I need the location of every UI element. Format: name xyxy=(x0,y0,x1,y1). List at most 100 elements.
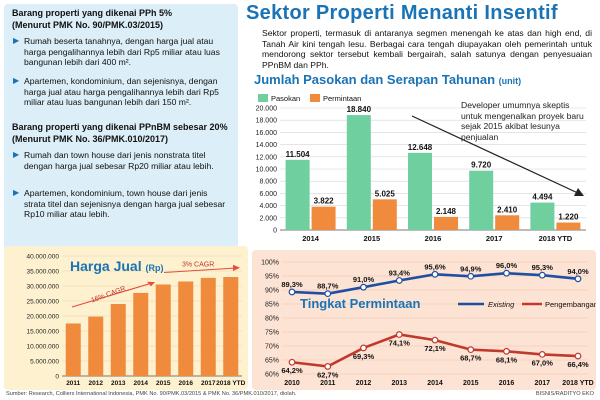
price-y-tick-label: 30.000.000 xyxy=(26,284,59,291)
demand-x-tick-label: 2014 xyxy=(427,380,443,387)
price-bar xyxy=(155,284,171,376)
demand-x-tick-label: 2016 xyxy=(499,380,515,387)
supply-bar xyxy=(530,202,555,230)
demand-data-label: 64,2% xyxy=(281,366,303,375)
trend-arrow-line xyxy=(411,115,581,195)
supply-y-tick-label: 16.000 xyxy=(256,130,278,137)
existing-point xyxy=(288,288,296,296)
intro-text: Sektor properti, termasuk di antaranya s… xyxy=(262,28,592,70)
supply-y-tick-label: 10.000 xyxy=(256,167,278,174)
price-y-tick-label: 20.000.000 xyxy=(26,314,59,321)
demand-x-tick-label: 2018 YTD xyxy=(562,380,593,387)
cagr-arrow-line xyxy=(163,267,237,274)
demand-data-label: 94,9% xyxy=(460,264,482,273)
demand-y-tick-label: 85% xyxy=(265,302,279,309)
price-bar xyxy=(88,316,104,376)
supply-chart-title: Jumlah Pasokan dan Serapan Tahunan (unit… xyxy=(254,72,522,87)
pengembangan-point xyxy=(324,363,332,370)
demand-data-label: 67,0% xyxy=(532,358,554,367)
supply-y-tick-label: 12.000 xyxy=(256,154,278,161)
demand-y-tick-label: 95% xyxy=(265,274,279,281)
demand-data-label: 91,0% xyxy=(353,275,375,284)
supply-y-tick-label: 6.000 xyxy=(259,191,277,198)
page-title: Sektor Properti Menanti Insentif xyxy=(246,2,558,24)
cagr-arrow-line xyxy=(71,282,153,308)
price-x-tick-label: 2011 xyxy=(66,380,80,387)
cagr-annotation: 3% CAGR xyxy=(182,262,214,269)
demand-bar xyxy=(311,206,336,230)
demand-bar xyxy=(556,222,581,230)
price-chart-unit: (Rp) xyxy=(145,263,164,273)
legend-label-permintaan: Permintaan xyxy=(323,94,361,103)
demand-y-tick-label: 100% xyxy=(261,260,279,267)
existing-point xyxy=(574,275,582,283)
legend-label-pengembangan: Pengembangan xyxy=(545,300,596,309)
price-y-tick-label: 0 xyxy=(55,374,59,381)
supply-chart-unit: (unit) xyxy=(498,76,522,86)
supply-y-tick-label: 0 xyxy=(273,228,277,235)
supply-y-tick-label: 2.000 xyxy=(259,215,277,222)
bullet-arrow-icon: ▶ xyxy=(13,150,20,159)
legend-label-pasokan: Pasokan xyxy=(271,94,300,103)
existing-point xyxy=(360,283,367,291)
demand-bar xyxy=(495,215,520,230)
supply-x-tick-label: 2017 xyxy=(486,234,503,243)
demand-x-tick-label: 2017 xyxy=(534,380,550,387)
ppnbm-item-2: ▶ Apartemen, kondominium, town house dari… xyxy=(13,188,226,219)
price-bar xyxy=(110,304,126,376)
credit: BISNIS/RADITYO EKO xyxy=(535,391,594,397)
supply-data-label: 2.148 xyxy=(436,207,457,216)
pph-regulation: (Menurut PMK No. 90/PMK.03/2015) xyxy=(12,20,164,30)
ppnbm-regulation: (Menurut PMK No. 36/PMK.010/2017) xyxy=(12,134,169,144)
demand-x-tick-label: 2015 xyxy=(463,380,479,387)
demand-data-label: 89,3% xyxy=(281,280,303,289)
demand-data-label: 96,0% xyxy=(496,261,518,270)
price-bar xyxy=(223,277,239,376)
price-x-tick-label: 2015 xyxy=(156,380,171,387)
pengembangan-point xyxy=(395,331,403,338)
price-bar xyxy=(133,292,149,376)
existing-point xyxy=(324,290,332,298)
demand-y-tick-label: 90% xyxy=(265,288,279,295)
supply-data-label: 11.504 xyxy=(286,150,311,159)
cagr-arrow-icon xyxy=(147,281,155,287)
supply-x-tick-label: 2018 YTD xyxy=(539,234,573,243)
price-bar xyxy=(65,323,81,376)
source-footer: Sumber: Research, Colliers International… xyxy=(6,391,297,397)
demand-x-tick-label: 2011 xyxy=(320,380,335,387)
supply-data-label: 9.720 xyxy=(471,161,492,170)
supply-bar xyxy=(469,170,494,230)
supply-note: Developer umumnya skeptis untuk mengenal… xyxy=(461,100,584,142)
pph-item-2: ▶ Apartemen, kondominium, dan sejenisnya,… xyxy=(13,76,219,107)
supply-bar xyxy=(285,159,310,230)
supply-y-tick-label: 20.000 xyxy=(256,106,278,113)
trend-arrow-icon xyxy=(574,188,584,196)
ppnbm-heading: Barang properti yang dikenai PPnBM sebes… xyxy=(12,122,228,132)
price-x-tick-label: 2018 YTD xyxy=(216,380,245,387)
existing-point xyxy=(467,272,475,280)
price-y-tick-label: 35.000.000 xyxy=(26,269,59,276)
demand-x-tick-label: 2010 xyxy=(284,380,300,387)
supply-bar xyxy=(346,115,371,230)
supply-y-tick-label: 14.000 xyxy=(256,142,278,149)
supply-data-label: 4.494 xyxy=(532,193,553,202)
pengembangan-point xyxy=(288,358,296,366)
supply-y-tick-label: 18.000 xyxy=(256,118,278,125)
cagr-arrow-icon xyxy=(233,264,240,271)
supply-data-label: 2.410 xyxy=(497,205,518,214)
pengembangan-point xyxy=(467,346,475,354)
pph-item-1: ▶ Rumah beserta tanahnya, dengan harga ju… xyxy=(13,36,220,67)
pengembangan-point xyxy=(503,347,510,355)
demand-data-label: 94,0% xyxy=(567,267,589,276)
ppnbm-item-1: ▶ Rumah dan town house dari jenis nonstra… xyxy=(13,150,214,171)
existing-point xyxy=(538,271,546,279)
existing-point xyxy=(395,277,403,284)
supply-x-tick-label: 2015 xyxy=(363,234,380,243)
legend-swatch-pasokan xyxy=(258,94,268,102)
supply-data-label: 5.025 xyxy=(375,189,396,198)
existing-point xyxy=(431,270,439,278)
price-y-tick-label: 10.000.000 xyxy=(26,344,59,351)
pph-heading: Barang properti yang dikenai PPh 5% xyxy=(12,8,173,18)
legend-swatch-permintaan xyxy=(310,94,320,102)
supply-x-tick-label: 2016 xyxy=(425,234,442,243)
